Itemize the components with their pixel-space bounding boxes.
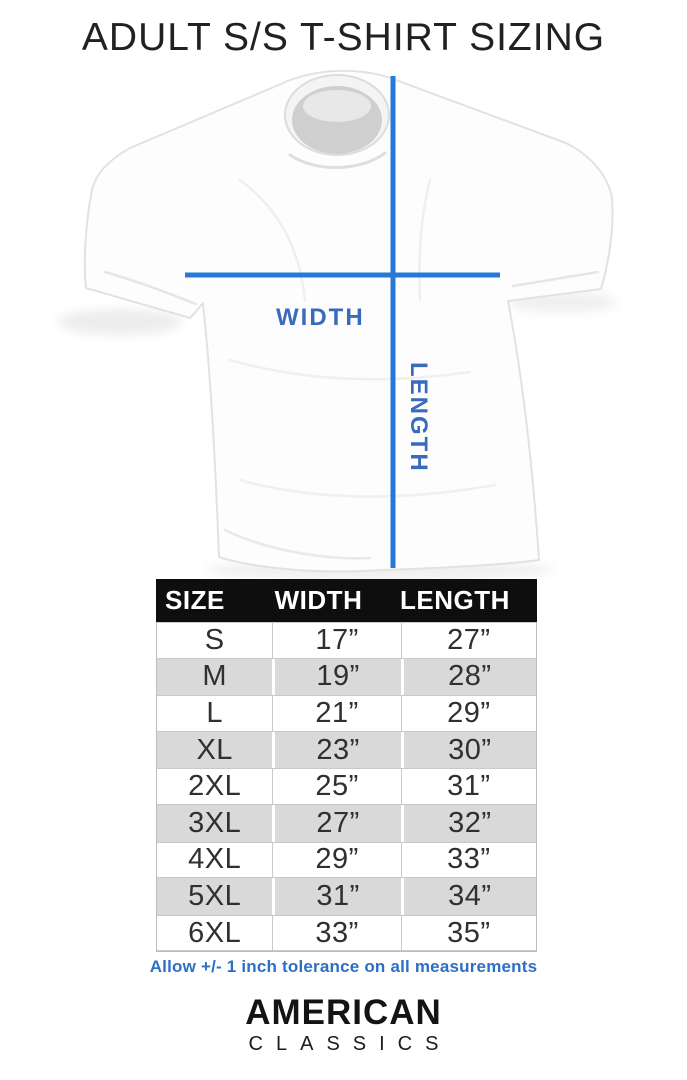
tshirt-diagram: WIDTH LENGTH — [0, 60, 687, 580]
cell-length: 32” — [400, 804, 536, 842]
cell-size: 4XL — [157, 841, 273, 879]
tolerance-note: Allow +/- 1 inch tolerance on all measur… — [149, 957, 538, 976]
wrinkle-2 — [418, 178, 432, 302]
cell-length: 28” — [400, 658, 536, 696]
cell-length: 27” — [400, 622, 536, 659]
table-row: M 19” 28” — [157, 658, 536, 696]
cell-size: 6XL — [157, 914, 273, 952]
cell-size: L — [157, 695, 273, 732]
cell-size: 5XL — [188, 879, 242, 912]
hem-fold — [223, 528, 372, 560]
cell-width: 27” — [272, 804, 400, 842]
right-cuff-seam — [511, 270, 600, 288]
table-row: 2XL 25” 31” — [157, 768, 536, 805]
table-row: XL 23” 30” — [157, 731, 536, 769]
left-cuff-seam — [103, 270, 198, 306]
cell-width: 31” — [272, 878, 400, 915]
cell-size: M — [202, 660, 228, 693]
cell-size: XL — [196, 733, 233, 766]
table-row: L 21” 29” — [157, 695, 536, 732]
size-table-body: S 17” 27” M 19” 28” L 21” 29” XL 23” 30” 2XL 25” 31” 3X… — [156, 622, 537, 953]
cell-length: 29” — [400, 695, 536, 732]
width-label: WIDTH — [276, 304, 365, 331]
brand-logo: AMERICAN CLASSICS — [0, 995, 687, 1054]
table-row: 5XL 31” 34” — [157, 878, 536, 915]
cell-length: 30” — [400, 731, 536, 769]
cell-width: 29” — [272, 841, 401, 879]
wrinkle-4 — [238, 478, 497, 498]
cell-width: 21” — [272, 695, 401, 732]
cell-length: 33” — [400, 841, 536, 879]
size-table: SIZE WIDTH LENGTH S 17” 27” M 19” 28” L 21” 29” X… — [156, 579, 537, 953]
collar-shadow — [288, 151, 387, 169]
tshirt-illustration — [58, 69, 617, 580]
cell-width: 17” — [272, 622, 401, 659]
collar-back — [303, 90, 371, 122]
cell-width: 25” — [272, 768, 401, 805]
header-width: WIDTH — [274, 585, 363, 615]
cell-length: 34” — [400, 878, 536, 915]
table-row: S 17” 27” — [157, 622, 536, 659]
header-length: LENGTH — [400, 585, 510, 615]
cell-size: 3XL — [188, 806, 242, 839]
brand-subname: CLASSICS — [248, 1033, 452, 1055]
shadow-left-sleeve — [58, 309, 182, 335]
tshirt-body — [83, 69, 614, 573]
table-row: 6XL 33” 35” — [157, 914, 536, 952]
header-size: SIZE — [165, 585, 225, 615]
cell-size: 2XL — [157, 768, 273, 805]
page-title: ADULT S/S T-SHIRT SIZING — [81, 16, 606, 59]
cell-width: 33” — [272, 914, 401, 952]
size-table-header: SIZE WIDTH LENGTH — [156, 579, 537, 622]
cell-width: 19” — [272, 658, 400, 696]
table-row: 4XL 29” 33” — [157, 841, 536, 879]
cell-size: S — [157, 622, 273, 659]
cell-length: 31” — [400, 768, 536, 805]
wrinkle-3 — [228, 358, 472, 381]
cell-width: 23” — [272, 731, 400, 769]
cell-length: 35” — [400, 914, 536, 952]
length-label: LENGTH — [405, 362, 432, 473]
table-row: 3XL 27” 32” — [157, 804, 536, 842]
brand-name: AMERICAN — [245, 993, 442, 1032]
wrinkle-1 — [238, 178, 307, 302]
